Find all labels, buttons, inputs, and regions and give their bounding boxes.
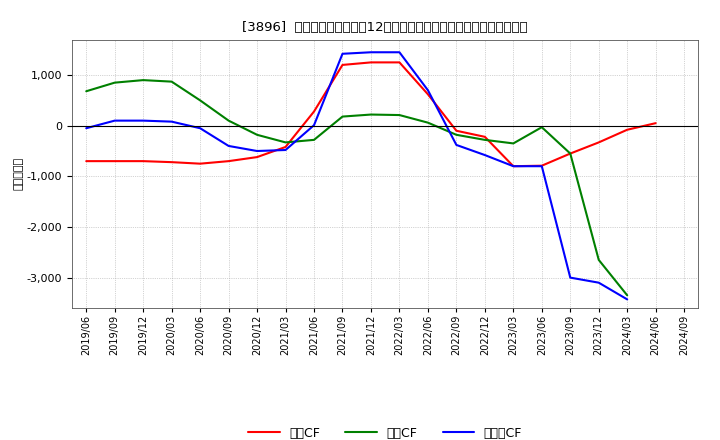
営業CF: [480, 134, 489, 139]
フリーCF: [623, 297, 631, 302]
フリーCF: [196, 125, 204, 131]
投資CF: [167, 79, 176, 84]
Line: フリーCF: フリーCF: [86, 52, 627, 299]
投資CF: [595, 257, 603, 263]
投資CF: [310, 137, 318, 143]
営業CF: [82, 158, 91, 164]
営業CF: [395, 60, 404, 65]
フリーCF: [282, 147, 290, 153]
投資CF: [282, 140, 290, 145]
投資CF: [623, 293, 631, 298]
営業CF: [537, 163, 546, 169]
投資CF: [566, 151, 575, 156]
Line: 営業CF: 営業CF: [86, 62, 656, 166]
投資CF: [139, 77, 148, 83]
営業CF: [196, 161, 204, 166]
投資CF: [253, 132, 261, 137]
フリーCF: [566, 275, 575, 280]
フリーCF: [253, 148, 261, 154]
フリーCF: [167, 119, 176, 124]
投資CF: [395, 112, 404, 117]
営業CF: [423, 92, 432, 97]
フリーCF: [82, 125, 91, 131]
営業CF: [595, 140, 603, 145]
フリーCF: [310, 123, 318, 128]
営業CF: [139, 158, 148, 164]
営業CF: [253, 154, 261, 160]
投資CF: [537, 125, 546, 130]
フリーCF: [225, 143, 233, 149]
営業CF: [652, 121, 660, 126]
営業CF: [338, 62, 347, 68]
フリーCF: [395, 50, 404, 55]
フリーCF: [480, 152, 489, 158]
フリーCF: [452, 142, 461, 147]
フリーCF: [338, 51, 347, 56]
投資CF: [366, 112, 375, 117]
営業CF: [566, 151, 575, 156]
投資CF: [110, 80, 119, 85]
営業CF: [167, 160, 176, 165]
Y-axis label: （百万円）: （百万円）: [14, 157, 24, 191]
フリーCF: [509, 164, 518, 169]
営業CF: [623, 127, 631, 132]
営業CF: [282, 144, 290, 150]
フリーCF: [537, 164, 546, 169]
投資CF: [338, 114, 347, 119]
投資CF: [196, 98, 204, 103]
投資CF: [82, 88, 91, 94]
Title: [3896]  キャッシュフローの12か月移動合計の対前年同期増減額の推移: [3896] キャッシュフローの12か月移動合計の対前年同期増減額の推移: [243, 21, 528, 34]
営業CF: [366, 60, 375, 65]
フリーCF: [595, 280, 603, 285]
フリーCF: [366, 50, 375, 55]
フリーCF: [110, 118, 119, 123]
営業CF: [225, 158, 233, 164]
営業CF: [110, 158, 119, 164]
投資CF: [509, 141, 518, 146]
投資CF: [423, 120, 432, 125]
フリーCF: [423, 88, 432, 93]
営業CF: [310, 109, 318, 114]
営業CF: [452, 128, 461, 133]
Line: 投資CF: 投資CF: [86, 80, 627, 295]
フリーCF: [139, 118, 148, 123]
営業CF: [509, 164, 518, 169]
投資CF: [225, 118, 233, 123]
投資CF: [452, 132, 461, 137]
Legend: 営業CF, 投資CF, フリーCF: 営業CF, 投資CF, フリーCF: [248, 427, 522, 440]
投資CF: [480, 137, 489, 143]
